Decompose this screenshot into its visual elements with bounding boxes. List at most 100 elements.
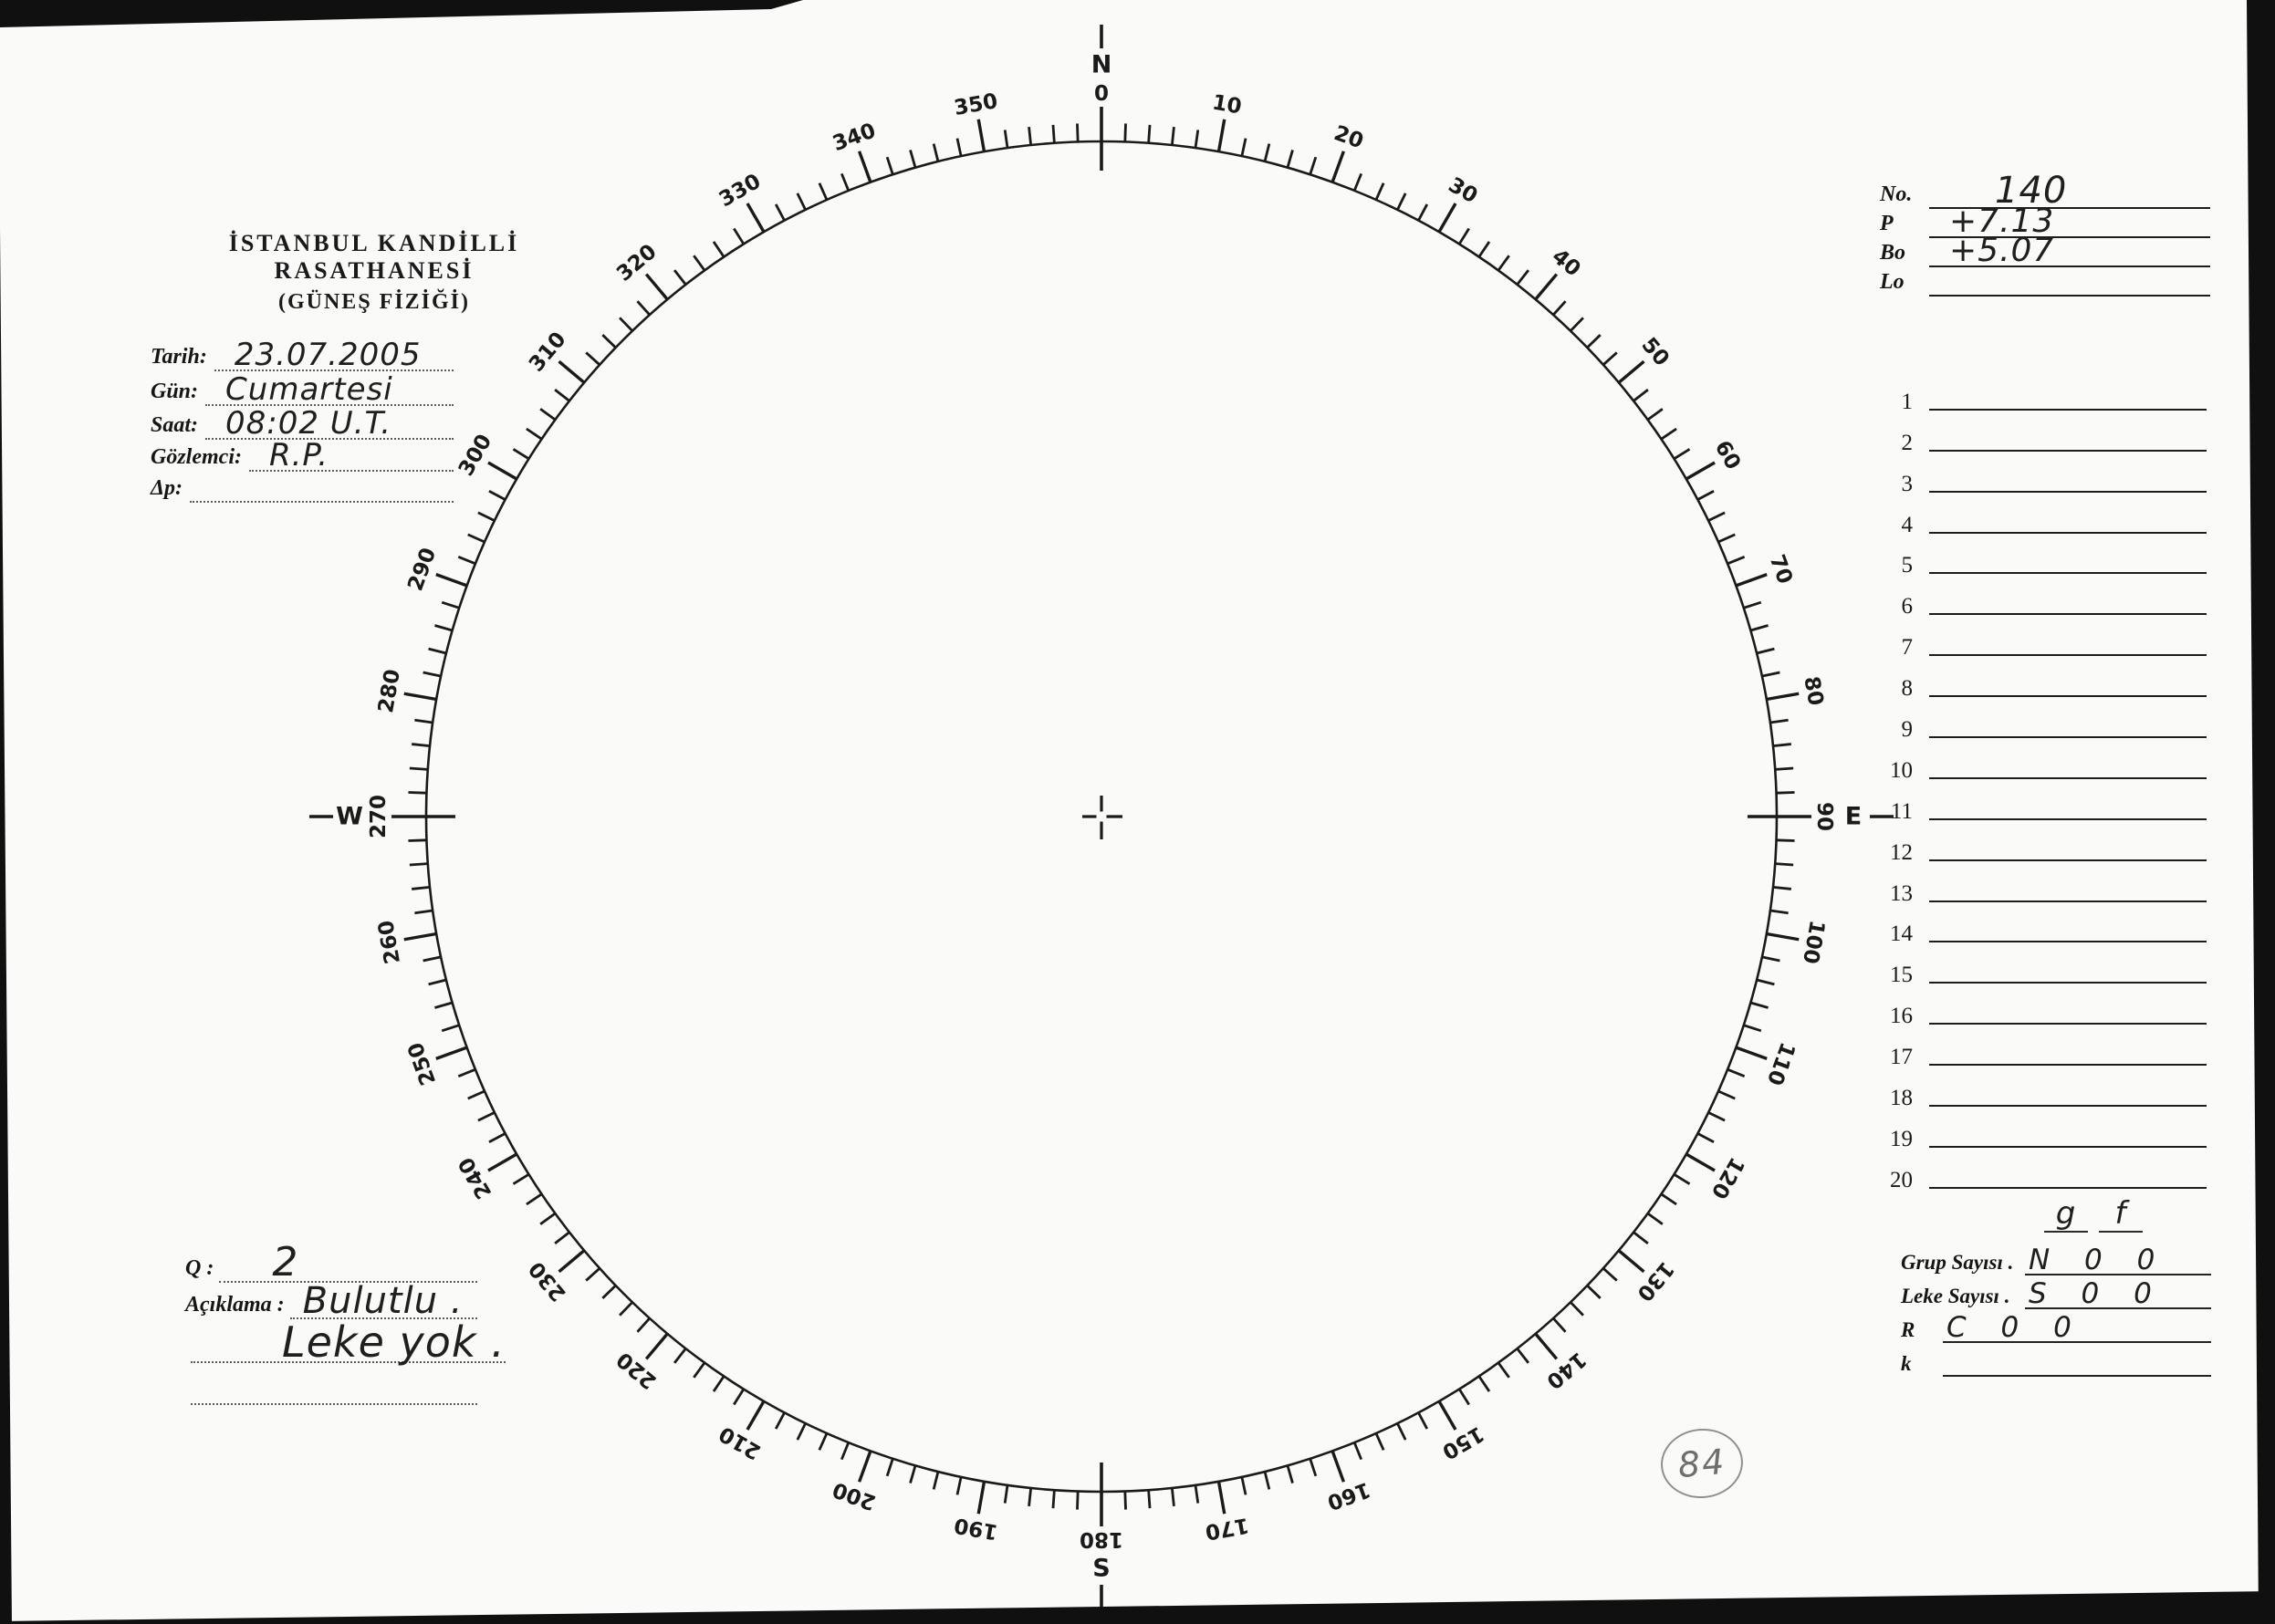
minor-tick: [1147, 124, 1152, 143]
minor-tick: [1309, 156, 1318, 175]
minor-tick: [1028, 1487, 1033, 1506]
aciklama-line-3: [191, 1365, 477, 1405]
major-tick-130: [1617, 1249, 1645, 1274]
minor-tick: [818, 1432, 829, 1451]
minor-tick: [457, 1067, 476, 1077]
minor-tick: [1051, 124, 1056, 143]
minor-tick: [1516, 1348, 1530, 1364]
field-label: Δp:: [151, 476, 183, 500]
minor-tick: [1028, 127, 1033, 146]
minor-tick: [796, 193, 807, 211]
group-list-number: 9: [1901, 717, 1914, 743]
minor-tick: [1497, 255, 1510, 272]
minor-tick: [412, 885, 431, 890]
major-tick-110: [1735, 1046, 1768, 1061]
group-list-line: [1929, 941, 2207, 943]
group-list-number: 4: [1901, 512, 1914, 537]
count-row-3: k: [1901, 1340, 2211, 1377]
group-list-number: 2: [1901, 430, 1914, 455]
field-label: Saat:: [151, 413, 199, 437]
minor-tick: [673, 1348, 687, 1364]
aciklama-label: Açıklama :: [185, 1293, 285, 1317]
major-tick-160: [1331, 1450, 1346, 1483]
minor-tick: [1696, 1132, 1715, 1144]
major-tick-70: [1735, 572, 1768, 588]
param-label: Lo: [1880, 270, 1905, 294]
minor-tick: [955, 1476, 963, 1495]
minor-tick: [526, 1192, 543, 1206]
minor-tick: [428, 978, 447, 986]
minor-tick: [1717, 533, 1736, 544]
minor-tick: [1673, 448, 1691, 461]
minor-tick: [818, 182, 829, 201]
minor-tick: [467, 1089, 485, 1100]
param-label: Bo: [1880, 241, 1906, 265]
group-list-number: 13: [1890, 880, 1913, 906]
minor-tick: [457, 556, 476, 566]
field-dotted-line: 08:02 U.T.: [205, 400, 454, 440]
group-list-row-17: 17: [1876, 1029, 2207, 1070]
minor-tick: [1769, 909, 1789, 915]
degree-label-10: 10: [1211, 90, 1244, 119]
group-list-number: 11: [1890, 798, 1913, 824]
minor-tick: [1772, 885, 1791, 890]
minor-tick: [526, 427, 543, 441]
major-tick-10: [1216, 119, 1226, 152]
minor-tick: [1003, 130, 1009, 149]
param-label: No.: [1880, 182, 1913, 206]
minor-tick: [1646, 408, 1664, 422]
minor-tick: [554, 1231, 570, 1245]
minor-tick: [409, 862, 428, 867]
degree-label-0: 0: [1094, 82, 1109, 106]
minor-tick: [1743, 600, 1762, 609]
minor-tick: [1263, 143, 1271, 162]
minor-tick: [712, 241, 725, 258]
group-list-row-14: 14: [1876, 907, 2207, 948]
minor-tick: [1417, 203, 1429, 222]
minor-tick: [1477, 241, 1491, 258]
param-line: [1929, 255, 2210, 297]
field-row-δp: Δp:: [151, 464, 454, 503]
minor-tick: [693, 255, 706, 272]
minor-tick: [1240, 1476, 1247, 1495]
param-line: 140: [1929, 167, 2210, 209]
count-label: R: [1901, 1318, 1915, 1341]
count-value: S 0 0: [2029, 1277, 2165, 1311]
minor-tick: [1417, 1411, 1429, 1430]
minor-tick: [414, 718, 433, 724]
group-list-number: 1: [1901, 389, 1914, 414]
q-line: 2: [219, 1241, 477, 1283]
group-list-number: 16: [1890, 1004, 1913, 1029]
minor-tick: [601, 1285, 617, 1299]
minor-tick: [1717, 1089, 1736, 1100]
q-label: Q :: [185, 1256, 214, 1280]
minor-tick: [1552, 300, 1567, 317]
minor-tick: [428, 647, 447, 655]
minor-tick: [712, 1375, 725, 1392]
minor-tick: [512, 448, 530, 461]
field-label: Gün:: [151, 380, 199, 403]
field-row-saat: Saat: 08:02 U.T.: [151, 401, 454, 440]
minor-tick: [1552, 1317, 1567, 1333]
group-list-line: [1929, 531, 2207, 534]
count-value: C 0 0: [1946, 1311, 2084, 1345]
param-row-bo: Bo +5.07: [1880, 227, 2210, 267]
minor-tick: [1602, 1267, 1618, 1282]
major-tick-50: [1617, 359, 1645, 384]
minor-tick: [774, 203, 786, 222]
group-list-row-9: 9: [1876, 702, 2207, 743]
minor-tick: [1776, 838, 1795, 842]
major-tick-190: [976, 1481, 986, 1515]
count-row-2: R C 0 0: [1901, 1306, 2211, 1343]
major-tick-300: [487, 461, 517, 481]
field-value: 23.07.2005: [234, 336, 422, 373]
group-list-number: 19: [1890, 1126, 1913, 1151]
minor-tick: [1051, 1490, 1056, 1509]
group-list-line: [1929, 490, 2207, 493]
group-list-row-4: 4: [1876, 497, 2207, 538]
cardinal-letter-S: S: [1092, 1555, 1110, 1583]
minor-tick: [1769, 718, 1789, 724]
major-tick-280: [403, 692, 437, 702]
f-column-header: f: [2099, 1196, 2143, 1234]
